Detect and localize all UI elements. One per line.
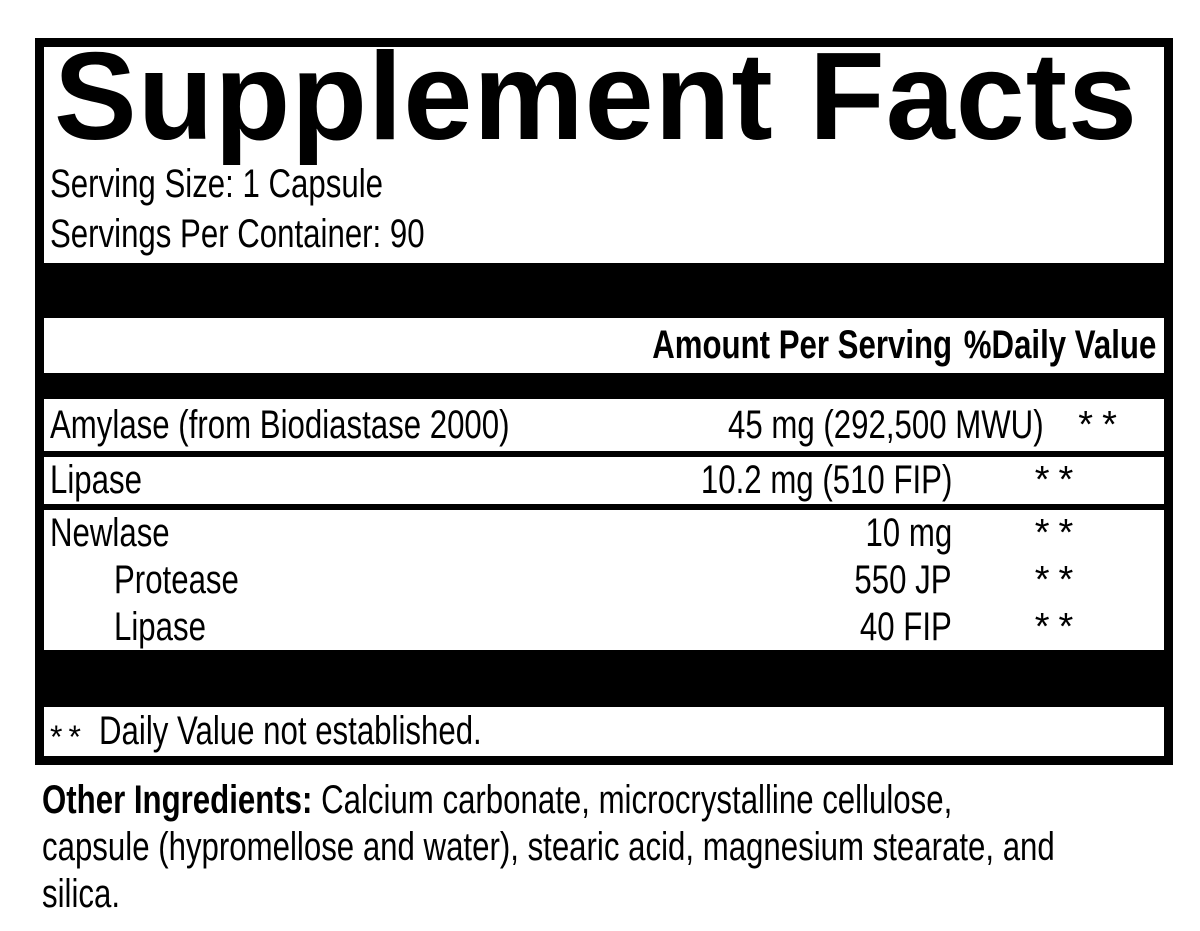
serving-size-line: Serving Size: 1 Capsule <box>44 159 1164 209</box>
ingredient-name: Protease <box>114 557 239 602</box>
ingredient-amount: 10.2 mg (510 FIP) <box>700 458 952 502</box>
row-divider <box>44 451 1164 457</box>
row-divider <box>44 504 1164 510</box>
ingredient-name: Amylase (from Biodiastase 2000) <box>50 402 510 447</box>
other-ingredients-line-3: silica. <box>42 872 121 916</box>
servings-per-container-text: Servings Per Container: 90 <box>50 212 425 256</box>
footnote-symbol: ** <box>50 718 87 755</box>
table-row: Amylase (from Biodiastase 2000) 45 mg (2… <box>44 399 1164 451</box>
thick-divider-bar-top <box>44 263 1164 318</box>
daily-value-cell: ** <box>1078 403 1126 446</box>
table-row: Protease 550 JP ** <box>44 556 1164 604</box>
footnote-text: Daily Value not established. <box>98 708 482 753</box>
footnote: ** Daily Value not established. <box>44 707 1164 755</box>
other-ingredients-label: Other Ingredients: <box>42 778 313 822</box>
thick-divider-bar-bottom <box>44 650 1164 707</box>
daily-value-cell: ** <box>1034 511 1083 554</box>
servings-per-container-line: Servings Per Container: 90 <box>44 209 1164 259</box>
column-header-row: Amount Per Serving %Daily Value <box>44 318 1164 373</box>
ingredient-name: Lipase <box>50 458 142 502</box>
daily-value-header: %Daily Value <box>963 323 1156 367</box>
ingredient-amount: 10 mg <box>865 510 952 555</box>
other-ingredients-line-2: capsule (hypromellose and water), steari… <box>42 825 1055 869</box>
ingredient-amount: 40 FIP <box>860 604 952 649</box>
table-row: Lipase 10.2 mg (510 FIP) ** <box>44 457 1164 504</box>
panel-title: Supplement Facts <box>54 28 1138 166</box>
daily-value-cell: ** <box>1034 558 1083 601</box>
table-row: Lipase 40 FIP ** <box>44 604 1164 650</box>
supplement-facts-label: Supplement Facts Serving Size: 1 Capsule… <box>35 28 1173 765</box>
other-ingredients-line-1-text: Calcium carbonate, microcrystalline cell… <box>321 778 953 822</box>
amount-per-serving-header: Amount Per Serving <box>651 323 952 367</box>
header-divider-bar <box>44 373 1164 399</box>
ingredient-name: Lipase <box>114 604 206 649</box>
daily-value-cell: ** <box>1034 459 1083 501</box>
ingredient-amount: 45 mg (292,500 MWU) <box>728 402 1044 447</box>
daily-value-cell: ** <box>1034 605 1083 648</box>
ingredient-amount: 550 JP <box>854 557 952 602</box>
other-ingredients-paragraph: Other Ingredients: Calcium carbonate, mi… <box>42 777 1200 918</box>
ingredient-name: Newlase <box>50 510 170 555</box>
serving-size-text: Serving Size: 1 Capsule <box>50 162 383 206</box>
other-ingredients-line-1: Other Ingredients: Calcium carbonate, mi… <box>42 777 1200 824</box>
table-row: Newlase 10 mg ** <box>44 510 1164 556</box>
